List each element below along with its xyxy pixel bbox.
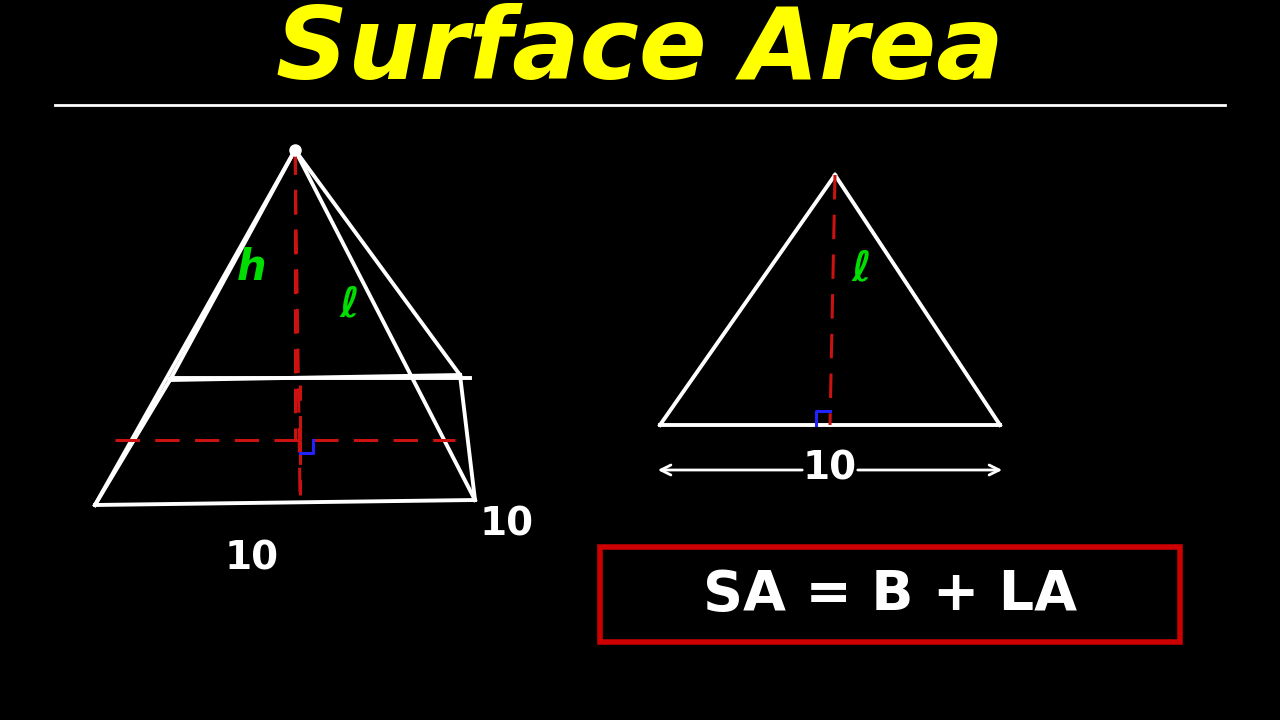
Text: 10: 10 [480, 505, 534, 543]
Bar [600, 547, 1180, 642]
Text: Surface Area: Surface Area [276, 4, 1004, 101]
Text: SA = B + LA: SA = B + LA [703, 567, 1076, 621]
Text: 10: 10 [225, 540, 279, 578]
Text: ℓ: ℓ [852, 247, 872, 289]
Text: 10: 10 [803, 449, 858, 487]
Text: h: h [237, 247, 266, 289]
Text: ℓ: ℓ [340, 283, 360, 325]
